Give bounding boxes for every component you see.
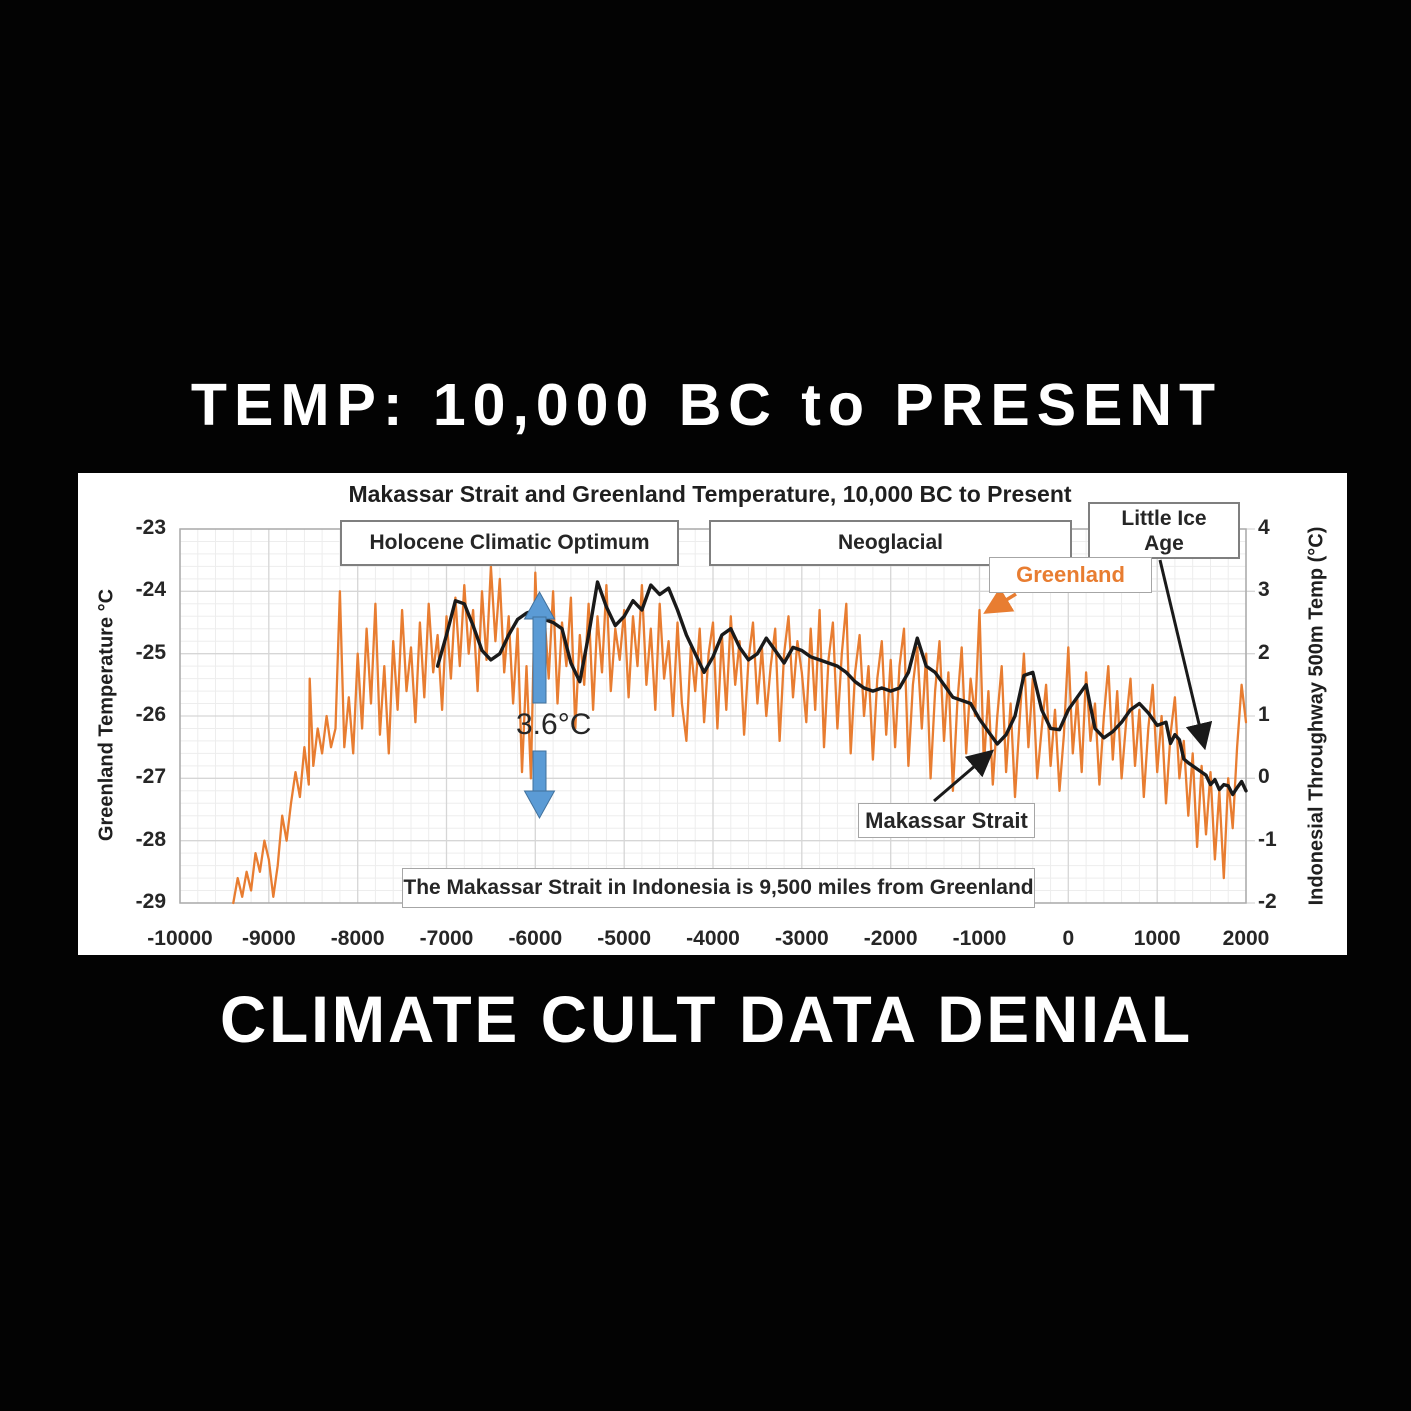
x-tick-label: 1000	[1133, 927, 1181, 950]
right-tick-label: 1	[1258, 703, 1270, 726]
right-tick-label: -2	[1258, 890, 1277, 913]
right-tick-label: 0	[1258, 765, 1270, 789]
greenland-label-box: Greenland	[989, 557, 1152, 593]
right-tick-label: 2	[1258, 640, 1270, 664]
left-tick-label: -29	[135, 890, 166, 913]
right-tick-label: -1	[1258, 827, 1277, 851]
left-tick-label: -25	[135, 640, 166, 664]
bottom-banner-title: CLIMATE CULT DATA DENIAL	[219, 982, 1194, 1056]
top-banner-title: TEMP: 10,000 BC to PRESENT	[190, 372, 1223, 438]
left-tick-label: -23	[135, 516, 166, 539]
x-tick-label: -6000	[508, 927, 563, 950]
left-tick-label: -27	[135, 765, 166, 789]
x-tick-label: -10000	[147, 927, 213, 950]
x-tick-label: -5000	[597, 927, 652, 950]
x-tick-label: -8000	[330, 927, 385, 950]
x-tick-label: -2000	[863, 927, 918, 950]
x-tick-label: 0	[1062, 927, 1075, 950]
x-tick-label: 2000	[1222, 927, 1270, 950]
little-ice-age-label-box: Little Ice Age	[1088, 502, 1240, 559]
delta-value-label: 3.6°C	[516, 708, 592, 741]
x-tick-label: -1000	[952, 927, 1007, 950]
left-tick-label: -24	[135, 578, 166, 602]
right-tick-label: 3	[1258, 578, 1270, 602]
x-tick-label: -4000	[686, 927, 740, 950]
holocene-label-box: Holocene Climatic Optimum	[340, 520, 679, 566]
x-tick-label: -9000	[241, 927, 296, 950]
makassar-strait-label-box: Makassar Strait	[858, 803, 1035, 838]
x-tick-label: -3000	[774, 927, 829, 950]
little-ice-age-text: Little Ice Age	[1121, 506, 1207, 555]
x-tick-label: -7000	[419, 927, 474, 950]
right-tick-label: 4	[1258, 516, 1270, 539]
chart-title: Makassar Strait and Greenland Temperatur…	[348, 481, 1072, 507]
footnote-box: The Makassar Strait in Indonesia is 9,50…	[402, 868, 1035, 908]
left-tick-label: -28	[135, 827, 166, 851]
left-tick-label: -26	[135, 703, 166, 726]
